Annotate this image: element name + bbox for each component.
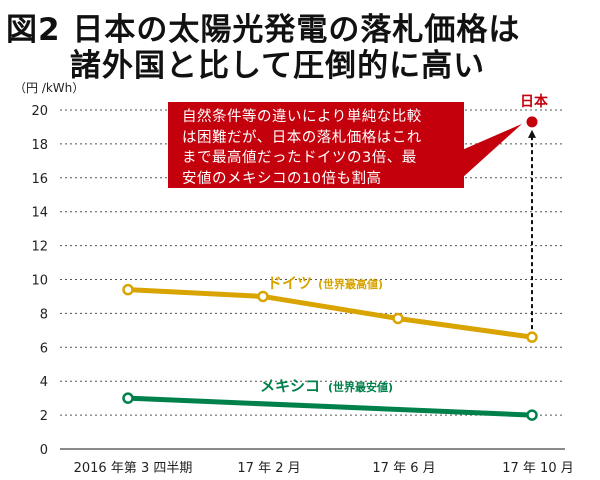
x-tick-label: 17 年 10 月 [502, 461, 573, 476]
y-tick-label: 8 [40, 307, 48, 322]
y-axis-label: （円 /kWh） [14, 81, 84, 95]
x-tick-label: 17 年 2 月 [237, 461, 300, 476]
y-tick-label: 14 [31, 206, 48, 221]
mexico-line [127, 395, 533, 418]
y-tick-label: 18 [31, 138, 48, 153]
germany-point [526, 331, 538, 343]
japan-label: 日本 [520, 93, 549, 110]
mexico-point [122, 392, 134, 404]
callout-box: 自然条件等の違いにより単純な比較 は困難だが、日本の落札価格はこれ まで最高値だ… [168, 102, 464, 188]
chart-title-line2: 諸外国と比して圧倒的に高い [70, 48, 486, 84]
germany-point [392, 312, 404, 325]
germany-label: ドイツ [267, 274, 312, 292]
y-tick-label: 20 [31, 104, 48, 119]
y-tick-label: 0 [40, 443, 48, 458]
callout-line: まで最高値だったドイツの3倍、最 [182, 150, 417, 166]
germany-line [127, 287, 533, 340]
mexico-label: メキシコ [260, 377, 320, 395]
germany-note: (世界最高値) [318, 277, 383, 291]
y-tick-label: 12 [31, 240, 48, 255]
callout-line: 安値のメキシコの10倍も割高 [182, 170, 382, 187]
mexico-note: (世界最安値) [328, 380, 393, 394]
germany-point [257, 290, 269, 303]
japan-arrowhead [528, 129, 536, 138]
y-tick-label: 6 [40, 341, 48, 356]
y-tick-label: 16 [31, 172, 48, 187]
y-tick-label: 2 [40, 409, 48, 424]
germany-point [122, 283, 134, 296]
callout-line: は困難だが、日本の落札価格はこれ [182, 129, 422, 146]
x-tick-label: 17 年 6 月 [372, 461, 435, 476]
japan-point [526, 116, 538, 128]
chart-title-line1: 図2 日本の太陽光発電の落札価格は [6, 12, 521, 48]
callout-line: 自然条件等の違いにより単純な比較 [182, 109, 422, 125]
x-tick-label: 2016 年第 3 四半期 [74, 461, 193, 476]
y-tick-label: 4 [40, 375, 48, 390]
y-tick-label: 10 [31, 274, 48, 289]
mexico-point [526, 409, 538, 421]
callout-pointer [462, 123, 522, 178]
